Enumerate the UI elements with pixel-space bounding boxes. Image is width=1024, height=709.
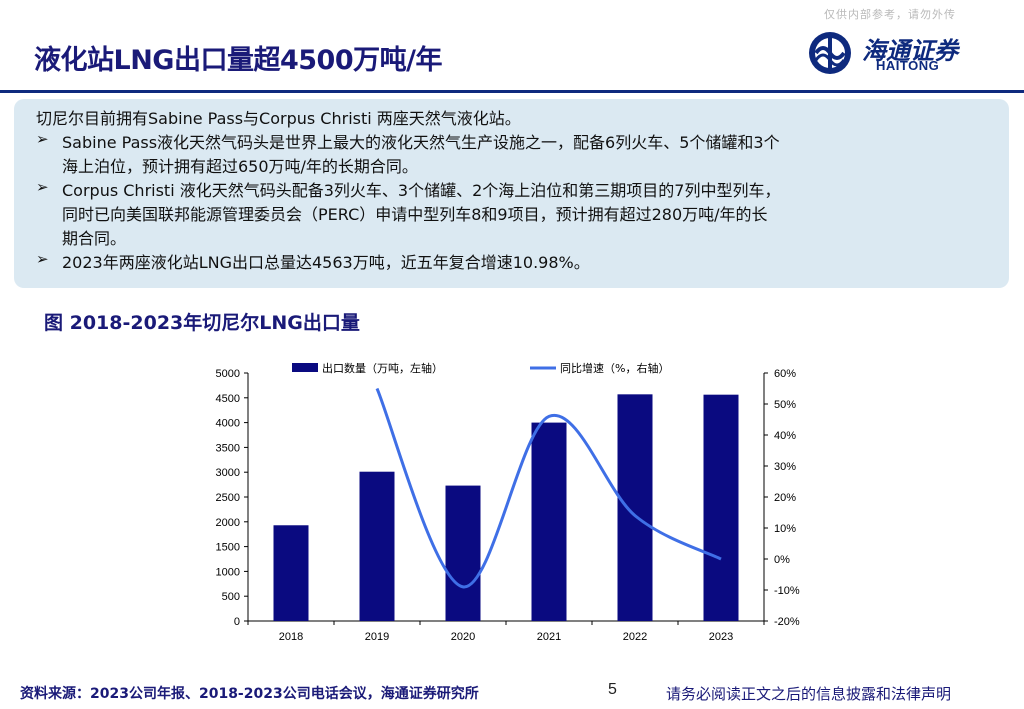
left-axis-tick-label: 3500: [216, 442, 240, 454]
logo-english-name: HAITONG: [876, 58, 940, 73]
source-note: 资料来源：2023公司年报、2018-2023公司电话会议，海通证券研究所: [20, 686, 479, 702]
right-axis-tick-label: 30%: [774, 461, 796, 473]
confidential-watermark: 仅供内部参考，请勿外传: [824, 8, 956, 21]
left-axis-tick-label: 1000: [216, 566, 240, 578]
page-number: 5: [608, 681, 617, 698]
bullet-2-line-2: 同时已向美国联邦能源管理委员会（PERC）申请中型列车8和9项目，预计拥有超过2…: [62, 205, 768, 224]
x-axis-tick-label: 2023: [709, 631, 733, 643]
bullet-3-line-1: 2023年两座液化站LNG出口总量达4563万吨，近五年复合增速10.98%。: [62, 253, 590, 272]
right-axis-tick-label: 40%: [774, 430, 796, 442]
bar-2021: [531, 422, 567, 621]
bullet-arrow-icon: ➢: [36, 250, 49, 268]
bullet-1-line-1: Sabine Pass液化天然气码头是世界上最大的液化天然气生产设施之一，配备6…: [62, 133, 780, 152]
x-axis-tick-label: 2018: [279, 631, 303, 643]
bullet-arrow-icon: ➢: [36, 178, 49, 196]
x-axis-tick-label: 2019: [365, 631, 389, 643]
left-axis-tick-label: 1500: [216, 542, 240, 554]
bar-2018: [273, 525, 309, 621]
left-axis-tick-label: 3000: [216, 467, 240, 479]
x-axis-tick-label: 2022: [623, 631, 647, 643]
right-axis-tick-label: 20%: [774, 492, 796, 504]
bullet-2-line-3: 期合同。: [62, 229, 127, 248]
x-axis-tick-label: 2020: [451, 631, 475, 643]
summary-box: 切尼尔目前拥有Sabine Pass与Corpus Christi 两座天然气液…: [14, 99, 1009, 288]
legend-line-label: 同比增速（%，右轴）: [560, 361, 669, 375]
left-axis-tick-label: 0: [234, 616, 240, 628]
right-axis-tick-label: 10%: [774, 523, 796, 535]
bullet-1-line-2: 海上泊位，预计拥有超过650万吨/年的长期合同。: [62, 157, 418, 176]
page-title: 液化站LNG出口量超4500万吨/年: [34, 45, 442, 76]
bar-2022: [617, 394, 653, 621]
logo-chinese-name: 海通证券: [862, 36, 958, 65]
bar-2019: [359, 471, 395, 621]
left-axis-tick-label: 4000: [216, 418, 240, 430]
haitong-logo: 海通证券 HAITONG: [804, 29, 984, 77]
title-divider: [0, 90, 1024, 93]
legal-disclaimer: 请务必阅读正文之后的信息披露和法律声明: [666, 685, 952, 703]
right-axis-tick-label: 0%: [774, 554, 790, 566]
left-axis-tick-label: 500: [222, 591, 240, 603]
bar-2020: [445, 485, 481, 621]
left-axis-tick-label: 4500: [216, 393, 240, 405]
left-axis-tick-label: 2000: [216, 517, 240, 529]
left-axis-tick-label: 5000: [216, 368, 240, 380]
legend-bar-label: 出口数量（万吨，左轴）: [322, 361, 443, 375]
right-axis-tick-label: 50%: [774, 399, 796, 411]
figure-title: 图 2018-2023年切尼尔LNG出口量: [44, 312, 360, 334]
summary-intro: 切尼尔目前拥有Sabine Pass与Corpus Christi 两座天然气液…: [36, 109, 521, 128]
haitong-emblem-icon: [809, 32, 851, 74]
bullet-arrow-icon: ➢: [36, 130, 49, 148]
left-axis-tick-label: 2500: [216, 492, 240, 504]
bar-2023: [703, 394, 739, 621]
growth-rate-line: [375, 387, 722, 589]
legend-bar-swatch: [292, 363, 318, 372]
right-axis-tick-label: 60%: [774, 368, 796, 380]
bullet-2-line-1: Corpus Christi 液化天然气码头配备3列火车、3个储罐、2个海上泊位…: [62, 181, 781, 200]
right-axis-tick-label: -10%: [774, 585, 800, 597]
right-axis-tick-label: -20%: [774, 616, 800, 628]
x-axis-tick-label: 2021: [537, 631, 561, 643]
